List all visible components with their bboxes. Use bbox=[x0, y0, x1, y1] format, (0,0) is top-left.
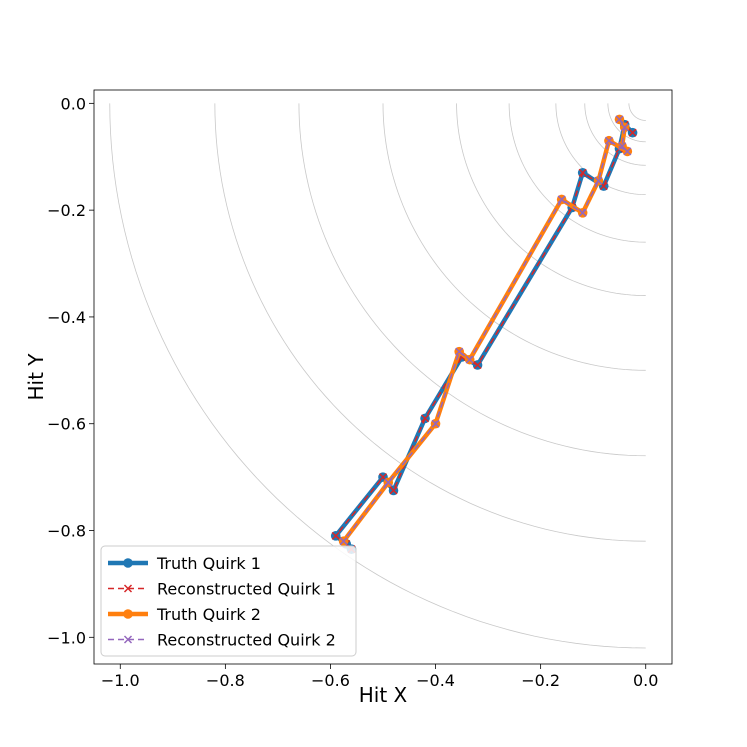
y-tick-label: −0.2 bbox=[47, 201, 86, 220]
detector-layer-arc-10 bbox=[109, 103, 646, 649]
detector-layer-arc-4 bbox=[555, 103, 646, 196]
detector-layer-arcs bbox=[109, 103, 646, 649]
data-point bbox=[557, 195, 566, 204]
detector-layer-arc-9 bbox=[214, 103, 646, 542]
legend-swatch-marker bbox=[123, 558, 133, 568]
detector-layer-arc-8 bbox=[298, 103, 646, 457]
detector-layer-arc-5 bbox=[508, 103, 646, 243]
legend-swatch-marker bbox=[123, 635, 133, 644]
axis-ticks: −1.0 −0.8 −0.6 −0.4 −0.2 0.0 0.0 −0.2 −0.4 −0.6 −0… bbox=[47, 94, 658, 690]
data-point bbox=[578, 208, 587, 217]
y-tick-label: −0.8 bbox=[47, 522, 86, 541]
legend-label: Truth Quirk 2 bbox=[156, 605, 261, 624]
data-point bbox=[339, 537, 348, 546]
legend-swatch-marker bbox=[123, 584, 133, 593]
data-point bbox=[578, 168, 587, 177]
data-point bbox=[421, 414, 430, 423]
data-point bbox=[473, 360, 482, 370]
detector-layer-arc-7 bbox=[382, 103, 646, 371]
legend-box bbox=[100, 545, 357, 657]
detector-layer-arc-1 bbox=[628, 103, 646, 121]
data-point bbox=[628, 128, 637, 137]
data-point bbox=[431, 419, 440, 428]
data-point bbox=[615, 115, 624, 124]
series-layer bbox=[330, 114, 638, 554]
data-point bbox=[331, 531, 340, 540]
x-tick-label: −0.2 bbox=[521, 671, 560, 690]
legend-label: Reconstructed Quirk 2 bbox=[157, 631, 336, 650]
data-point bbox=[623, 147, 632, 156]
detector-layer-arc-6 bbox=[456, 103, 646, 296]
y-tick-label: −0.4 bbox=[47, 308, 86, 327]
x-tick-label: −0.6 bbox=[311, 671, 350, 690]
detector-layer-arc-3 bbox=[584, 103, 646, 166]
y-tick-label: −0.6 bbox=[47, 415, 86, 434]
x-tick-label: −0.4 bbox=[416, 671, 455, 690]
data-point bbox=[604, 136, 613, 145]
y-tick-label: 0.0 bbox=[61, 94, 86, 113]
data-point bbox=[384, 478, 393, 487]
x-tick-label: −0.8 bbox=[206, 671, 245, 690]
data-point bbox=[455, 347, 464, 356]
legend-swatch-marker bbox=[123, 609, 133, 619]
data-point bbox=[620, 123, 629, 132]
plot-frame bbox=[93, 89, 673, 665]
x-tick-label: 0.0 bbox=[633, 671, 658, 690]
data-point bbox=[465, 355, 474, 364]
data-point bbox=[389, 486, 398, 495]
series-4 bbox=[339, 115, 632, 546]
y-tick-label: −1.0 bbox=[47, 628, 86, 647]
detector-layer-arc-2 bbox=[607, 103, 646, 143]
x-axis-label: Hit X bbox=[359, 683, 408, 707]
legend: Truth Quirk 1 Reconstructed Quirk 1 Truth … bbox=[100, 545, 357, 657]
data-point bbox=[594, 176, 603, 185]
legend-label: Truth Quirk 1 bbox=[156, 554, 261, 573]
y-axis-label: Hit Y bbox=[24, 353, 48, 401]
legend-label: Reconstructed Quirk 1 bbox=[157, 580, 336, 599]
x-tick-label: −1.0 bbox=[101, 671, 140, 690]
